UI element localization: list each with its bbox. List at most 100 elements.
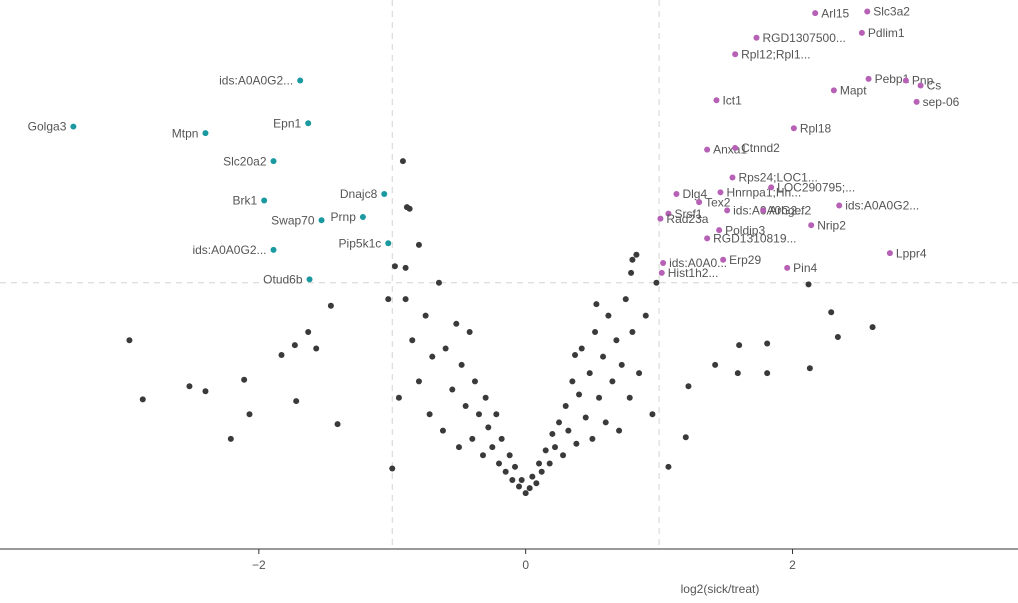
point bbox=[704, 235, 711, 242]
point bbox=[629, 329, 636, 336]
point bbox=[402, 264, 409, 271]
point bbox=[449, 386, 456, 393]
point bbox=[462, 402, 469, 409]
point bbox=[629, 256, 636, 263]
x-tick-label: −2 bbox=[252, 558, 266, 572]
point bbox=[479, 452, 486, 459]
point-label: Srsf1 bbox=[674, 207, 702, 221]
point-label: Otud6b bbox=[263, 273, 303, 287]
point bbox=[516, 483, 523, 490]
point bbox=[712, 361, 719, 368]
point bbox=[466, 329, 473, 336]
point-label: Hnrnpa1;Hn... bbox=[726, 185, 801, 199]
point bbox=[633, 251, 640, 258]
point bbox=[453, 320, 460, 327]
point bbox=[502, 468, 509, 475]
point bbox=[573, 440, 580, 447]
point-label: Slc3a2 bbox=[873, 5, 910, 19]
point bbox=[385, 296, 392, 303]
point bbox=[768, 184, 775, 191]
point bbox=[297, 77, 304, 84]
point-label: Pnp bbox=[912, 74, 934, 88]
point-label: Arl15 bbox=[821, 6, 849, 20]
point bbox=[602, 419, 609, 426]
point bbox=[902, 77, 909, 84]
point-label: Ict1 bbox=[722, 93, 742, 107]
point bbox=[653, 279, 660, 286]
point bbox=[830, 87, 837, 94]
point bbox=[729, 174, 736, 181]
point-label: Erp29 bbox=[729, 253, 761, 267]
point bbox=[806, 365, 813, 372]
point bbox=[732, 51, 739, 58]
point bbox=[522, 490, 529, 497]
point bbox=[622, 296, 629, 303]
point bbox=[549, 430, 556, 437]
point-label: Slc20a2 bbox=[223, 154, 267, 168]
point-label: Brk1 bbox=[232, 194, 257, 208]
point bbox=[546, 460, 553, 467]
point bbox=[717, 189, 724, 196]
point bbox=[613, 337, 620, 344]
point bbox=[685, 383, 692, 390]
point-label: ids:A0A0G2... bbox=[733, 204, 807, 218]
point bbox=[509, 476, 516, 483]
point-label: Hist1h2... bbox=[668, 266, 719, 280]
point bbox=[917, 82, 924, 89]
point bbox=[790, 125, 797, 132]
point bbox=[409, 337, 416, 344]
point-label: ids:A0A0G2... bbox=[192, 243, 266, 257]
point bbox=[593, 301, 600, 308]
point bbox=[649, 411, 656, 418]
point bbox=[506, 452, 513, 459]
point bbox=[865, 75, 872, 82]
point bbox=[306, 276, 313, 283]
point-label: RGD1307500... bbox=[762, 31, 845, 45]
point bbox=[753, 34, 760, 41]
point bbox=[475, 411, 482, 418]
point bbox=[556, 419, 563, 426]
point-label: Swap70 bbox=[271, 213, 315, 227]
point bbox=[578, 345, 585, 352]
point bbox=[270, 246, 277, 253]
point bbox=[836, 202, 843, 209]
point bbox=[704, 146, 711, 153]
point bbox=[458, 361, 465, 368]
point bbox=[805, 281, 812, 288]
point-label: ids:A0A0G2... bbox=[845, 199, 919, 213]
point bbox=[760, 207, 767, 214]
point bbox=[682, 434, 689, 441]
point bbox=[471, 378, 478, 385]
point bbox=[261, 197, 268, 204]
point bbox=[552, 444, 559, 451]
point-label: Nrip2 bbox=[817, 218, 846, 232]
x-tick-label: 2 bbox=[789, 558, 796, 572]
point bbox=[186, 383, 193, 390]
point bbox=[415, 241, 422, 248]
point bbox=[533, 480, 540, 487]
point bbox=[489, 444, 496, 451]
point bbox=[784, 264, 791, 271]
point bbox=[305, 120, 312, 127]
point-label: Rpl18 bbox=[800, 121, 832, 135]
point bbox=[538, 468, 545, 475]
point-label: Dnajc8 bbox=[340, 187, 378, 201]
point bbox=[626, 394, 633, 401]
point-label: Pdlim1 bbox=[868, 26, 905, 40]
point bbox=[402, 296, 409, 303]
point bbox=[673, 190, 680, 197]
point-label: Poldip3 bbox=[725, 223, 765, 237]
point bbox=[526, 485, 533, 492]
point bbox=[429, 353, 436, 360]
point bbox=[572, 352, 579, 359]
point-label: Rpl12;Rpl1... bbox=[741, 47, 810, 61]
point-label: LOC290795;... bbox=[777, 181, 855, 195]
point bbox=[696, 199, 703, 206]
point bbox=[415, 378, 422, 385]
point bbox=[70, 123, 77, 130]
point bbox=[628, 269, 635, 276]
point bbox=[569, 378, 576, 385]
point bbox=[227, 435, 234, 442]
point bbox=[542, 447, 549, 454]
point bbox=[435, 279, 442, 286]
